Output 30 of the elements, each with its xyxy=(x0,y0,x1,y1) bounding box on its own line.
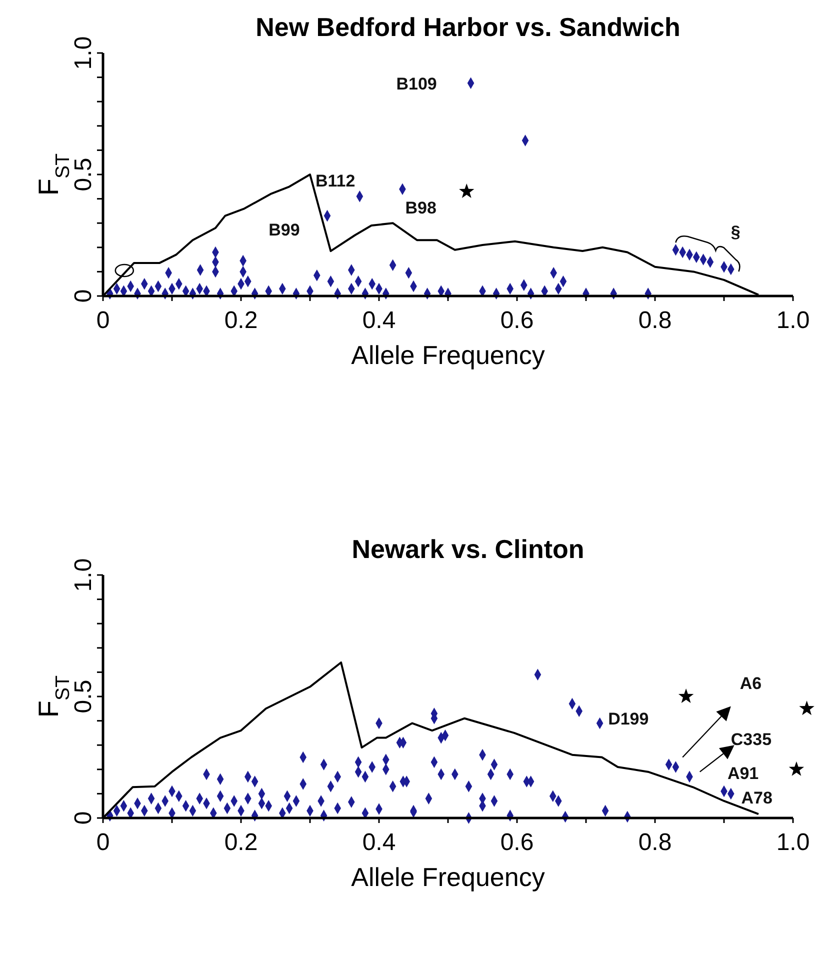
annotation: B99 xyxy=(268,220,300,240)
chart-title: Newark vs. Clinton xyxy=(352,534,584,564)
x-tick-label: 0.4 xyxy=(362,829,396,856)
y-tick-label: 1.0 xyxy=(70,558,97,592)
y-tick-label: 0.5 xyxy=(70,158,97,192)
annotation: A91 xyxy=(727,764,759,784)
x-tick-label: 1.0 xyxy=(776,307,810,334)
x-tick-label: 0.6 xyxy=(500,307,534,334)
annotation: B109 xyxy=(396,74,437,94)
annotation: C335 xyxy=(730,730,772,750)
chart-title: New Bedford Harbor vs. Sandwich xyxy=(256,12,680,42)
annotation: § xyxy=(730,222,740,242)
x-tick-label: 0.8 xyxy=(638,307,672,334)
annotation: A6 xyxy=(740,674,762,694)
x-tick-label: 0.2 xyxy=(224,307,258,334)
x-axis-title: Allele Frequency xyxy=(351,340,545,370)
y-tick-label: 0 xyxy=(70,289,97,303)
x-axis-title: Allele Frequency xyxy=(351,862,545,892)
x-tick-label: 0.4 xyxy=(362,307,396,334)
annotation: B112 xyxy=(316,172,356,191)
x-tick-label: 0.6 xyxy=(500,829,534,856)
x-tick-label: 1.0 xyxy=(776,829,810,856)
x-tick-label: 0.2 xyxy=(224,829,258,856)
y-tick-label: 1.0 xyxy=(70,36,97,70)
annotation: B98 xyxy=(405,198,436,218)
annotation: A78 xyxy=(741,788,772,808)
y-tick-label: 0 xyxy=(70,811,97,825)
x-tick-label: 0.8 xyxy=(638,829,672,856)
annotation: D199 xyxy=(608,709,649,728)
y-tick-label: 0.5 xyxy=(70,680,97,714)
